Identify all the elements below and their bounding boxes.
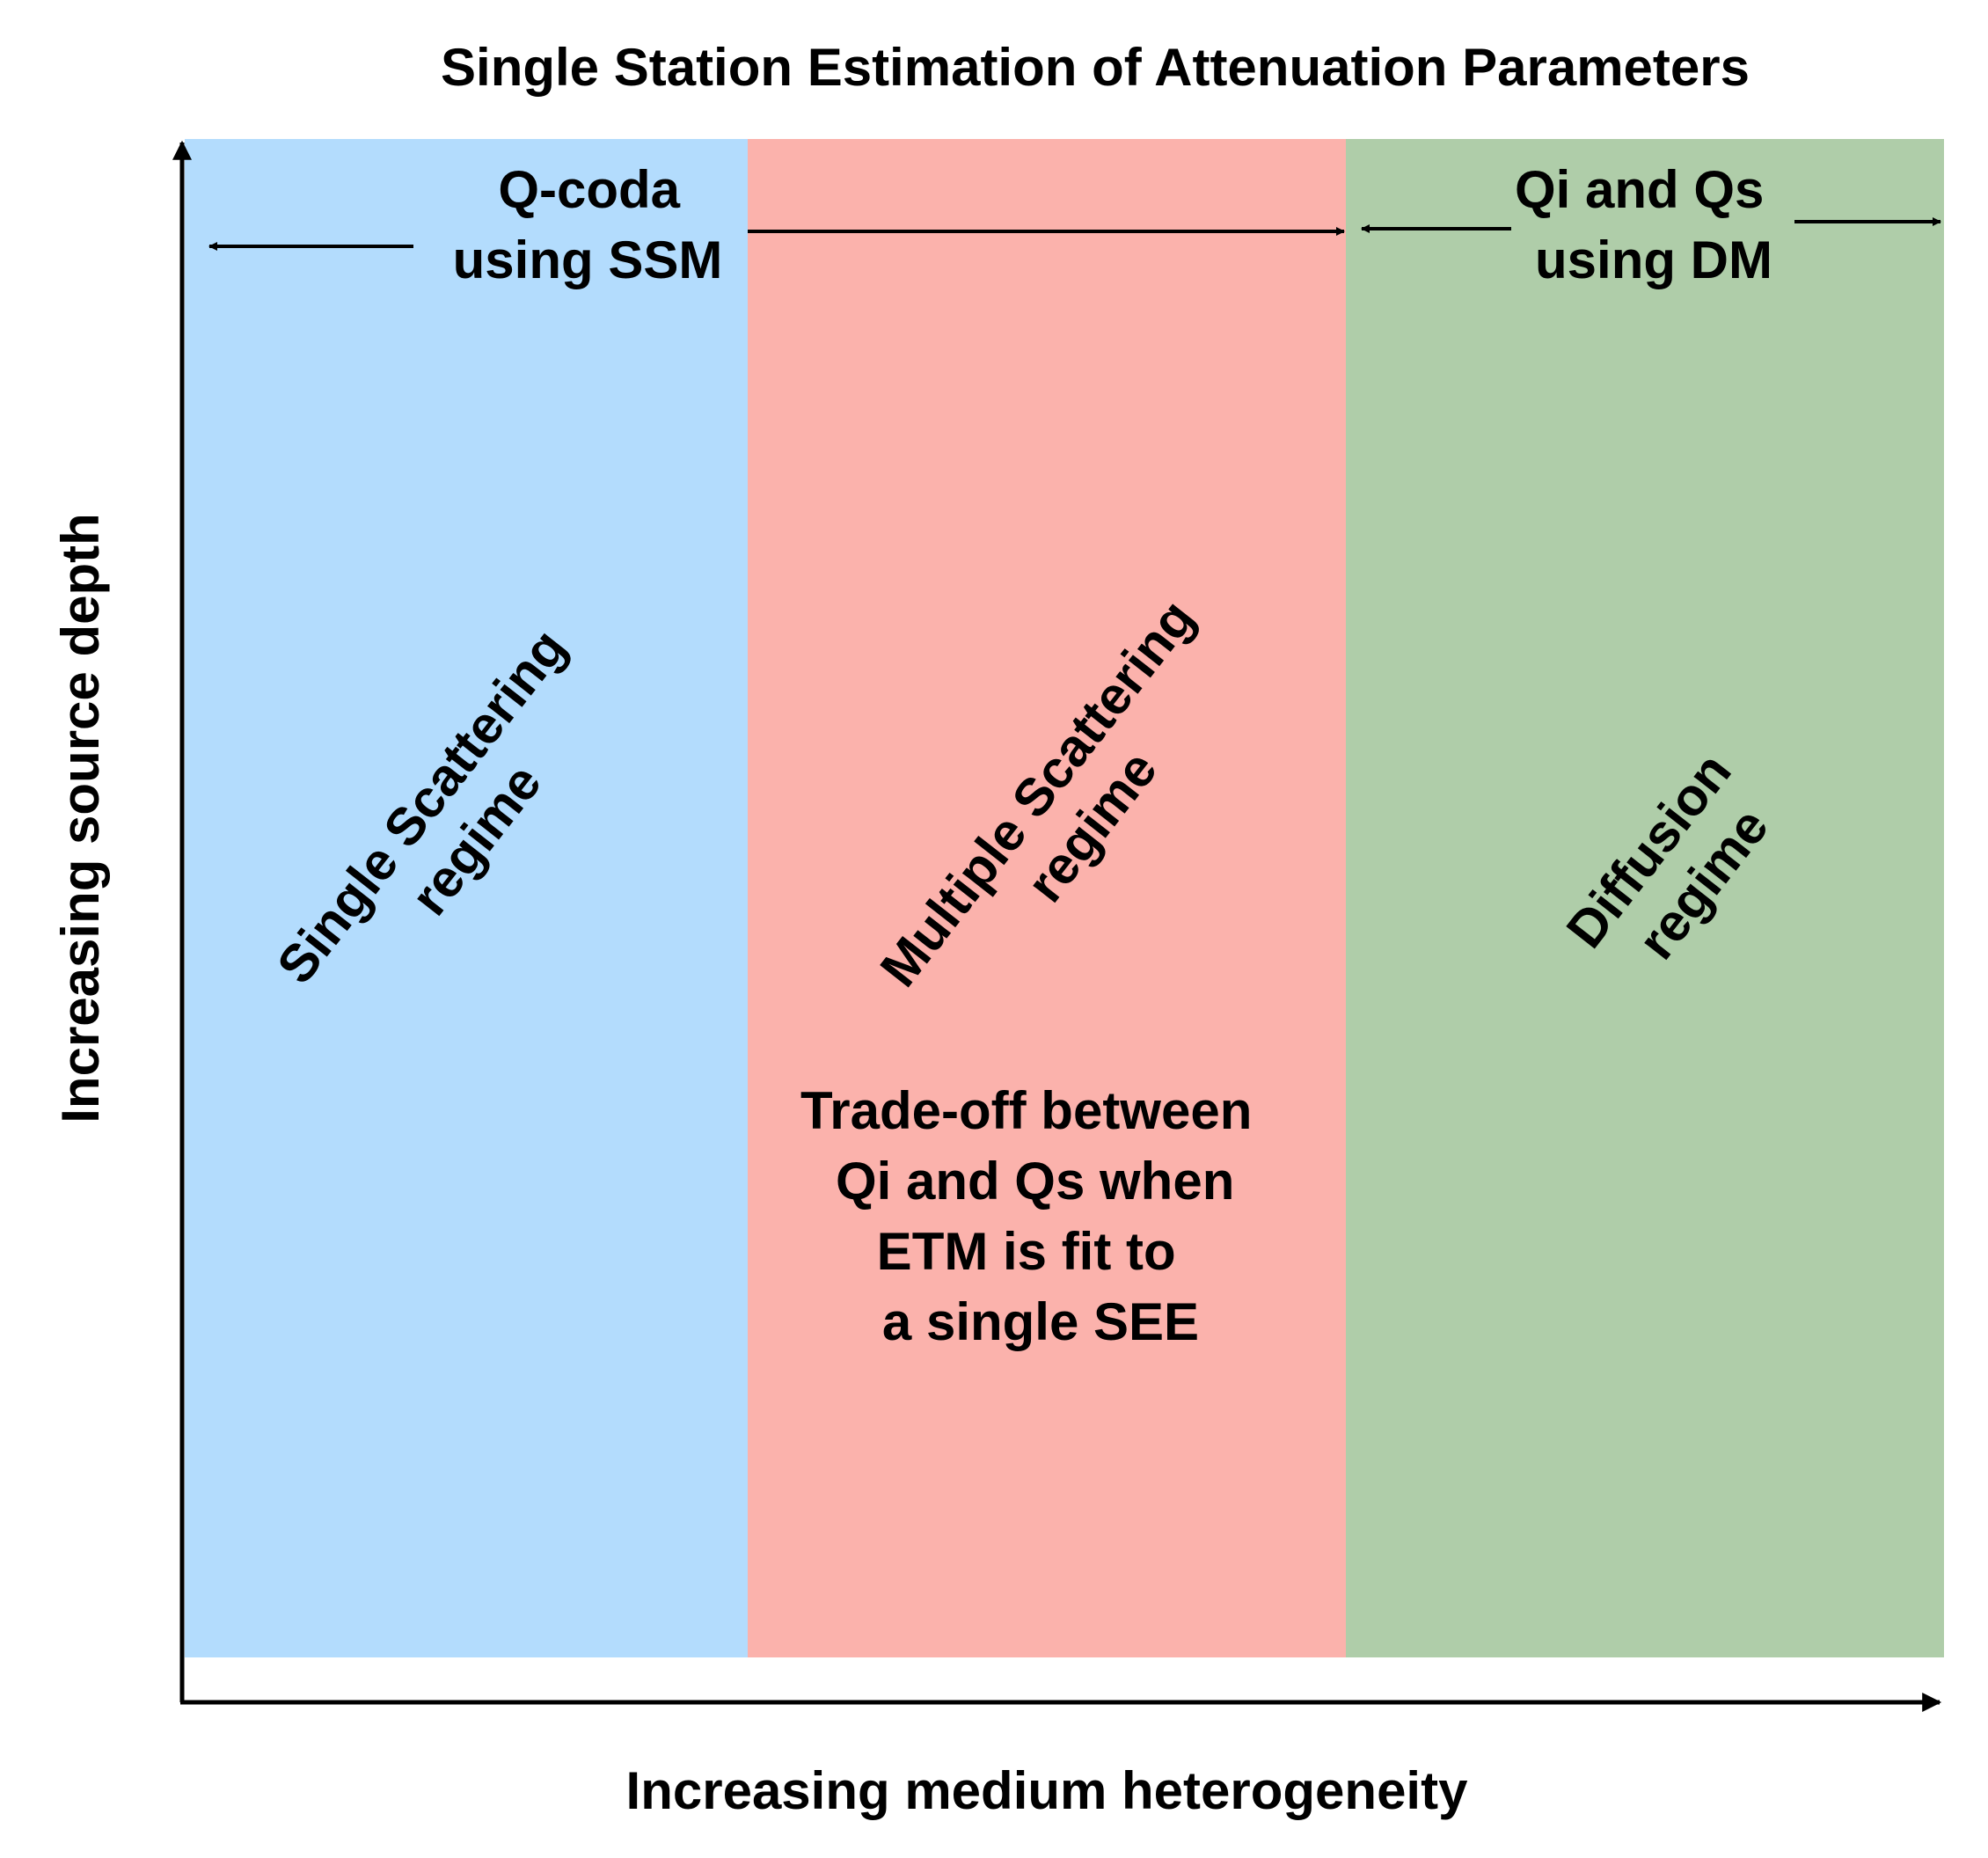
q-coda-label: Q-coda using SSM [453, 160, 723, 289]
tradeoff-note-line: ETM is fit to [877, 1222, 1176, 1281]
q-coda-label-line: Q-coda [498, 160, 680, 219]
tradeoff-note-line: Qi and Qs when [836, 1152, 1234, 1211]
diffusion-region [1346, 139, 1944, 1657]
tradeoff-note: Trade-off between Qi and Qs when ETM is … [800, 1081, 1267, 1351]
diagram-title: Single Station Estimation of Attenuation… [441, 38, 1750, 97]
q-coda-label-line: using SSM [453, 230, 723, 289]
single-scattering-region [185, 139, 748, 1657]
y-axis-label: Increasing source depth [51, 513, 110, 1123]
x-axis-label: Increasing medium heterogeneity [626, 1761, 1469, 1820]
tradeoff-note-line: Trade-off between [800, 1081, 1252, 1140]
multiple-scattering-region [748, 139, 1346, 1657]
qi-qs-label-line: using DM [1535, 230, 1772, 289]
tradeoff-note-line: a single SEE [882, 1292, 1199, 1351]
qi-qs-label-line: Qi and Qs [1515, 160, 1764, 219]
qi-qs-label: Qi and Qs using DM [1515, 160, 1779, 289]
